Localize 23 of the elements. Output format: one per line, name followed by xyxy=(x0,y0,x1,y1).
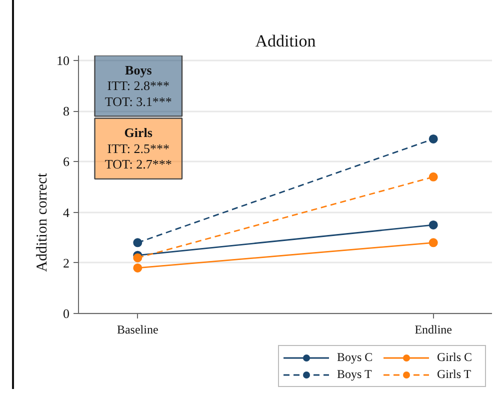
y-tick-label: 8 xyxy=(63,104,70,119)
point xyxy=(428,134,438,144)
y-tick-label: 2 xyxy=(63,255,70,270)
point xyxy=(133,253,142,262)
y-tick-label: 0 xyxy=(63,306,70,321)
y-tick-label: 4 xyxy=(63,204,70,220)
text: Boys ITT: 2.8*** TOT: 3.1*** xyxy=(104,62,172,109)
chart-title: Addition xyxy=(255,32,316,50)
point xyxy=(133,263,142,272)
x-tick-label: Endline xyxy=(414,322,452,336)
point xyxy=(133,238,142,248)
point xyxy=(428,172,438,182)
text: Girls ITT: 2.5*** TOT: 2.7*** xyxy=(104,125,172,172)
point xyxy=(428,220,438,230)
x-tick-label: Baseline xyxy=(116,322,158,336)
legend-label: Boys C xyxy=(337,350,374,365)
legend-label: Girls C xyxy=(437,350,474,365)
y-tick-label: 6 xyxy=(63,154,70,170)
point xyxy=(428,238,438,248)
legend-label: Girls T xyxy=(437,367,472,382)
legend-label: Boys T xyxy=(337,367,373,382)
y-tick-label: 10 xyxy=(56,53,70,68)
y-axis-title: Addition correct xyxy=(34,172,50,272)
